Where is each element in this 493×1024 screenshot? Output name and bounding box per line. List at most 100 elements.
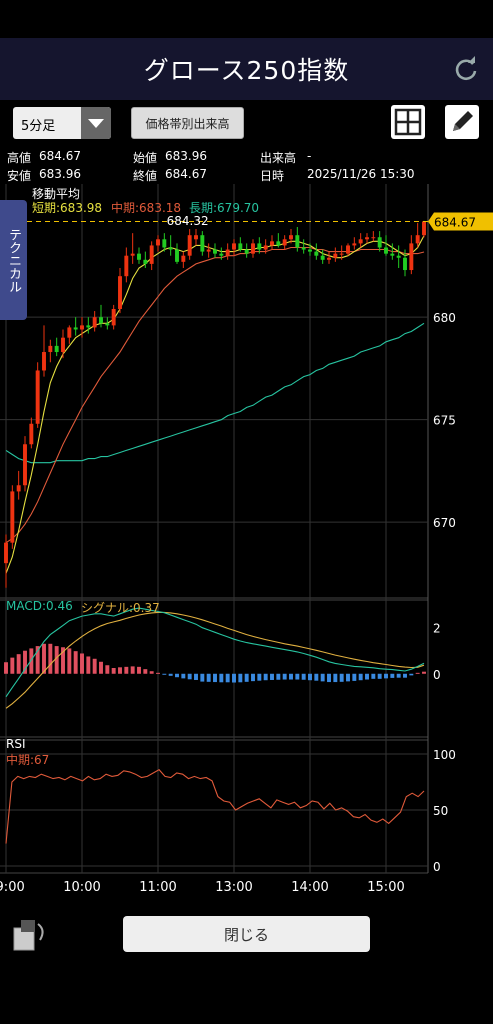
macd-legend: MACD:0.46	[6, 599, 73, 613]
macd-histogram-bar	[206, 673, 211, 682]
ma-short-line	[5, 235, 425, 574]
macd-histogram-bar	[194, 673, 198, 680]
candle-body	[80, 325, 84, 330]
candle-body	[29, 423, 34, 445]
close-label: 終値	[133, 169, 158, 183]
macd-histogram-bar	[270, 673, 274, 680]
close-value: 684.67	[165, 167, 207, 181]
signal-line	[5, 611, 425, 709]
volume-label: 出来高	[260, 151, 297, 165]
y-tick-label: 680	[433, 311, 456, 325]
low-label: 安値	[7, 169, 32, 183]
candle-body	[333, 253, 338, 258]
period-select[interactable]: 5分足	[13, 107, 111, 139]
pencil-icon[interactable]	[445, 105, 479, 139]
high-value: 684.67	[39, 149, 81, 163]
candle-body	[289, 235, 293, 240]
macd-histogram-bar	[29, 648, 34, 674]
candle-body	[149, 245, 154, 264]
price-info: 高値 684.67 始値 683.96 出来高 - 安値 683.96 終値 6…	[0, 146, 493, 184]
rsi-mid-legend: 中期:67	[6, 753, 50, 767]
macd-histogram-bar	[403, 673, 407, 678]
macd-histogram-bar	[143, 669, 148, 674]
macd-histogram-bar	[377, 673, 382, 679]
candle-body	[42, 352, 46, 371]
candle-body	[320, 255, 325, 260]
macd-histogram-bar	[162, 673, 167, 675]
rsi-y-tick-label: 100	[433, 748, 456, 762]
grid-icon[interactable]	[391, 105, 425, 139]
candle-body	[86, 325, 91, 328]
macd-histogram-bar	[333, 673, 338, 683]
datetime-value: 2025/11/26 15:30	[307, 167, 415, 181]
rotate-screen-icon[interactable]	[12, 918, 48, 952]
volume-by-price-button[interactable]: 価格帯別出来高	[131, 107, 244, 139]
candle-body	[105, 323, 110, 326]
candle-body	[314, 251, 319, 256]
macd-histogram-bar	[92, 658, 97, 674]
candle-body	[244, 249, 249, 254]
macd-histogram-bar	[175, 673, 179, 678]
macd-y-tick-label: 2	[433, 622, 441, 636]
macd-histogram-bar	[111, 668, 116, 674]
close-button[interactable]: 閉じる	[123, 916, 370, 952]
chart-svg[interactable]: 09:00 10:00 11:00 13:00 14:00 15:00 670 675 680 0…	[0, 184, 493, 906]
macd-histogram-bar	[61, 647, 65, 674]
candle-body	[276, 241, 281, 246]
ma-mid-line	[5, 246, 425, 544]
rsi-line	[5, 769, 425, 844]
macd-histogram-bar	[327, 673, 331, 683]
macd-histogram-bar	[225, 673, 230, 683]
chevron-down-icon	[81, 107, 111, 139]
macd-histogram-bar	[339, 673, 344, 682]
macd-histogram-bar	[276, 673, 281, 680]
x-tick-label: 10:00	[63, 880, 100, 895]
candle-body	[238, 243, 243, 250]
macd-histogram-bar	[263, 673, 268, 681]
x-tick-label: 09:00	[0, 880, 25, 895]
candle-body	[181, 255, 186, 262]
candle-body	[327, 257, 331, 260]
macd-histogram-bar	[308, 673, 312, 681]
candle-body	[92, 317, 97, 328]
candle-body	[67, 327, 72, 338]
candle-body	[257, 243, 262, 250]
candle-body	[111, 308, 116, 326]
ma-title: 移動平均	[32, 187, 81, 201]
macd-histogram-bar	[168, 673, 173, 676]
low-value: 683.96	[39, 167, 81, 181]
macd-histogram-bar	[130, 666, 135, 674]
macd-histogram-bar	[295, 673, 300, 680]
macd-histogram-bar	[118, 667, 122, 674]
candle-body	[206, 249, 211, 252]
volume-value: -	[307, 149, 312, 163]
reload-icon[interactable]	[453, 56, 479, 82]
chart-area[interactable]: 09:00 10:00 11:00 13:00 14:00 15:00 670 675 680 0…	[0, 184, 493, 906]
macd-histogram-bar	[371, 673, 376, 679]
candle-body	[365, 237, 369, 240]
macd-histogram-bar	[289, 673, 293, 680]
x-tick-label: 13:00	[215, 880, 252, 895]
macd-histogram-bar	[365, 673, 369, 680]
y-tick-label: 670	[433, 516, 456, 530]
macd-histogram-bar	[105, 665, 110, 674]
candle-body	[10, 491, 15, 543]
macd-histogram-bar	[99, 661, 103, 674]
technical-tab[interactable]: テクニカル	[0, 200, 27, 320]
candle-body	[35, 370, 40, 424]
rsi-y-tick-label: 50	[433, 804, 448, 818]
candle-body	[371, 237, 376, 239]
candle-body	[162, 239, 167, 248]
peak-price-label: 684.32	[167, 214, 209, 228]
candle-body	[415, 235, 420, 244]
macd-histogram-bar	[86, 656, 91, 674]
macd-histogram-bar	[10, 657, 15, 674]
candle-body	[270, 241, 274, 246]
macd-histogram-bar	[409, 673, 414, 676]
y-tick-label: 675	[433, 414, 456, 428]
macd-histogram-bar	[35, 646, 40, 674]
candle-body	[54, 345, 59, 353]
macd-histogram-bar	[282, 673, 287, 680]
macd-histogram-bar	[358, 673, 363, 681]
candle-body	[251, 243, 255, 254]
